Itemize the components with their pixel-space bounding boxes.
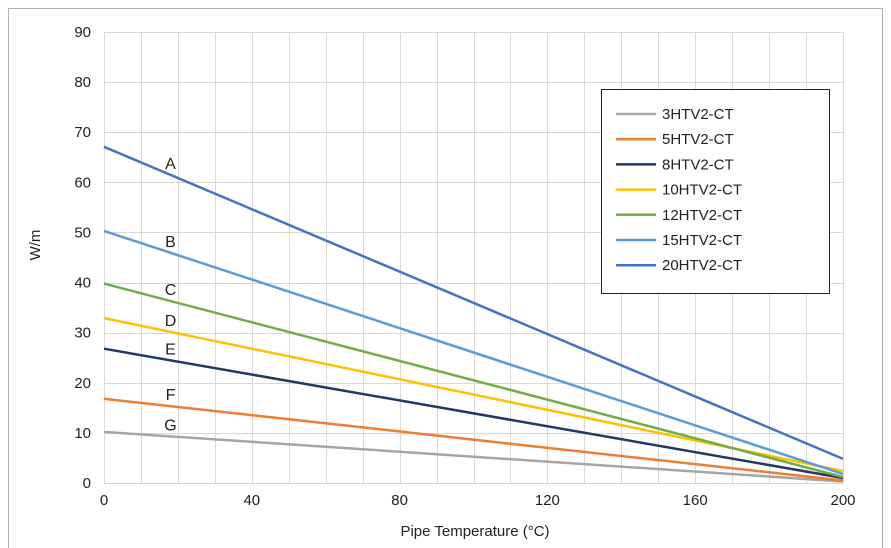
- series-line-5htv2-ct: [103, 397, 844, 482]
- y-tick-label: 50: [74, 224, 91, 241]
- x-axis-label: Pipe Temperature (°C): [400, 523, 549, 540]
- y-tick-label: 20: [74, 375, 91, 392]
- x-tick-label: 160: [683, 492, 708, 509]
- legend-label-5htv2-ct: 5HTV2-CT: [662, 131, 734, 148]
- series-line-12htv2-ct: [103, 282, 844, 479]
- series-line-8htv2-ct: [103, 347, 844, 480]
- series-tag-c: C: [165, 282, 177, 299]
- series-tag-d: D: [165, 313, 177, 330]
- y-axis-label: W/m: [27, 230, 44, 261]
- x-tick-labels: 0 40 80 120 160 200: [100, 492, 856, 509]
- legend-label-8htv2-ct: 8HTV2-CT: [662, 156, 734, 173]
- legend-label-15htv2-ct: 15HTV2-CT: [662, 232, 742, 249]
- series-line-20htv2-ct: [103, 145, 844, 461]
- legend-label-12htv2-ct: 12HTV2-CT: [662, 207, 742, 224]
- legend-label-3htv2-ct: 3HTV2-CT: [662, 106, 734, 123]
- legend-box: [601, 89, 830, 294]
- series-tag-b: B: [165, 234, 176, 251]
- y-tick-label: 60: [74, 174, 91, 191]
- series-tag-a: A: [165, 156, 176, 173]
- series-lines: [103, 145, 844, 483]
- y-tick-label: 80: [74, 74, 91, 91]
- series-line-3htv2-ct: [103, 430, 844, 483]
- y-tick-label: 40: [74, 275, 91, 292]
- y-tick-labels: 0 10 20 30 40 50 60 70 80 90: [74, 24, 91, 492]
- x-tick-label: 0: [100, 492, 108, 509]
- legend-label-10htv2-ct: 10HTV2-CT: [662, 182, 742, 199]
- series-tag-g: G: [164, 417, 176, 434]
- legend-label-20htv2-ct: 20HTV2-CT: [662, 257, 742, 274]
- series-tags: GF EDC B A: [164, 156, 176, 434]
- series-tag-e: E: [165, 341, 176, 358]
- x-tick-label: 80: [391, 492, 408, 509]
- x-tick-label: 120: [535, 492, 560, 509]
- y-tick-label: 0: [83, 475, 91, 492]
- legend: 3HTV2-CT 5HTV2-CT 8HTV2-CT 10HTV2-CT 12HTV2-…: [601, 89, 830, 294]
- series-line-15htv2-ct: [103, 229, 844, 476]
- y-tick-label: 90: [74, 24, 91, 41]
- y-tick-label: 70: [74, 124, 91, 141]
- y-tick-label: 10: [74, 425, 91, 442]
- y-tick-label: 30: [74, 325, 91, 342]
- series-tag-f: F: [166, 387, 176, 404]
- x-tick-label: 200: [830, 492, 855, 509]
- x-tick-label: 40: [243, 492, 260, 509]
